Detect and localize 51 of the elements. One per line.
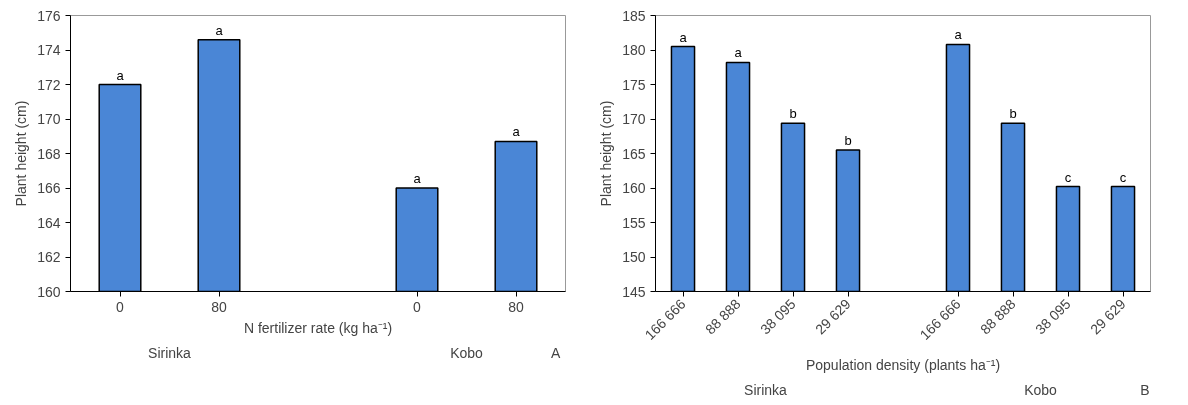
data-label: a	[413, 171, 422, 186]
y-tick-label: 164	[37, 214, 61, 231]
x-axis-title: N fertilizer rate (kg ha⁻¹)	[243, 319, 393, 336]
x-tick-label: 38 095	[757, 295, 799, 338]
text: Kobo	[1024, 381, 1058, 398]
y-tick-label: 155	[622, 214, 646, 231]
x-tick-label: 0	[413, 298, 422, 315]
data-label: b	[844, 133, 852, 149]
x-tick-label: 80	[508, 298, 524, 315]
y-tick-label: 162	[37, 249, 61, 265]
x-axis-title: Population density (plants ha⁻¹)	[805, 356, 1001, 373]
y-tick-label: 168	[37, 145, 61, 162]
y-tick-label: 176	[37, 7, 61, 24]
data-label: a	[734, 45, 743, 61]
y-tick-label: 166	[37, 180, 61, 196]
data-label: a	[512, 124, 521, 140]
x-tick-label: 88 888	[977, 295, 1019, 338]
data-label: a	[954, 27, 963, 43]
y-tick-label: 170	[37, 111, 61, 127]
y-tick-label: 160	[622, 180, 646, 196]
text: Sirinka	[148, 344, 192, 361]
text: Sirinka	[744, 381, 788, 398]
text: Kobo	[450, 344, 484, 361]
y-tick-label: 175	[622, 76, 646, 93]
data-label: b	[1009, 106, 1017, 122]
data-label: a	[116, 67, 125, 83]
y-axis-title: Plant height (cm)	[13, 100, 30, 207]
x-tick-label: 88 888	[702, 295, 744, 338]
y-tick-label: 172	[37, 76, 61, 93]
y-tick-label: 150	[622, 249, 646, 265]
data-label: a	[679, 29, 688, 45]
y-tick-label: 145	[622, 283, 646, 300]
y-tick-label: 180	[622, 42, 646, 58]
data-label: c	[1064, 169, 1072, 185]
x-tick-label: 38 095	[1032, 295, 1074, 338]
y-tick-label: 185	[622, 7, 646, 24]
text: B	[1140, 381, 1150, 398]
y-axis-title: Plant height (cm)	[598, 100, 615, 207]
data-label: c	[1119, 169, 1127, 185]
x-tick-label: 0	[116, 298, 125, 315]
data-label: a	[215, 22, 224, 38]
x-tick-label: 29 629	[812, 295, 854, 338]
x-tick-label: 80	[211, 298, 227, 315]
y-tick-label: 160	[37, 283, 61, 300]
data-label: b	[789, 106, 797, 122]
x-tick-label: 29 629	[1087, 295, 1129, 338]
x-tick-label: 166 666	[916, 295, 964, 343]
text: A	[550, 344, 561, 361]
y-tick-label: 174	[37, 42, 61, 58]
y-tick-label: 165	[622, 145, 646, 162]
y-tick-label: 170	[622, 111, 646, 127]
